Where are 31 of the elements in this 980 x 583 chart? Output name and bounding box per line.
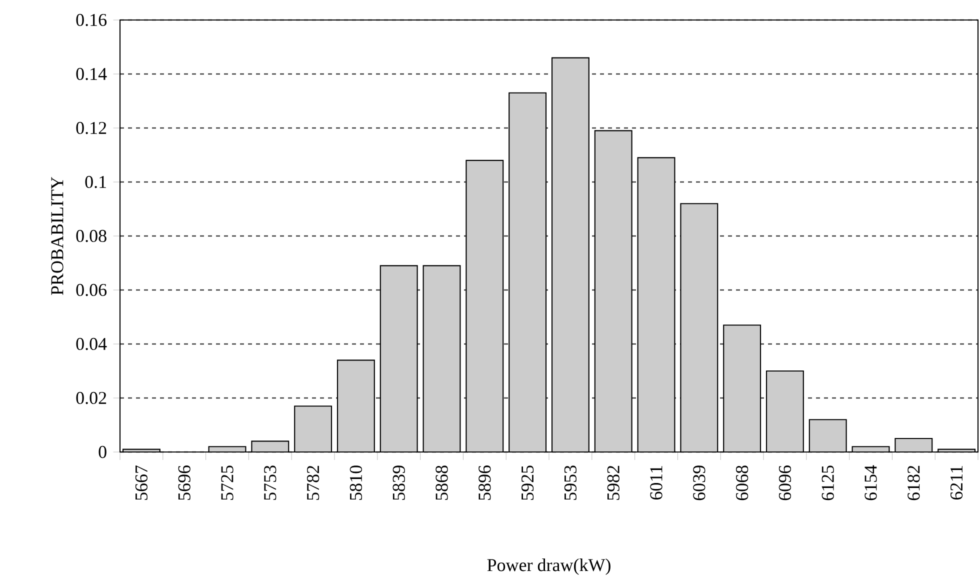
y-tick-label: 0.02 <box>76 392 106 404</box>
x-tick-label: 6154 <box>864 465 877 500</box>
x-tick-label: 5839 <box>392 466 405 500</box>
y-axis-title: PROBABILITY <box>51 176 64 295</box>
y-tick-label: 0.1 <box>85 176 106 188</box>
x-tick-label: 5953 <box>564 466 576 500</box>
x-tick-label: 5696 <box>178 465 190 500</box>
y-tick-label: 0.12 <box>76 122 106 134</box>
x-tick-label: 5753 <box>264 466 276 500</box>
x-tick-label: 6125 <box>822 466 834 500</box>
y-tick-label: 0.08 <box>76 230 106 242</box>
x-tick-label: 6096 <box>778 465 792 500</box>
x-axis-title: Power draw(kW) <box>487 558 610 575</box>
y-tick-label: 0.06 <box>76 284 107 296</box>
y-tick-label: 0 <box>98 446 106 458</box>
x-tick-label: 5896 <box>478 465 491 500</box>
x-tick-label: 6039 <box>693 466 706 500</box>
x-tick-label: 6068 <box>736 466 748 500</box>
x-tick-label: 5782 <box>306 466 320 500</box>
x-tick-label: 5725 <box>221 466 234 500</box>
x-tick-label: 5925 <box>522 466 534 500</box>
x-tick-label: 6211 <box>950 466 963 500</box>
y-tick-label: 0.14 <box>76 68 107 80</box>
x-tick-label: 5982 <box>607 466 620 500</box>
x-tick-label: 5810 <box>350 466 362 500</box>
y-tick-label: 0.16 <box>76 14 107 26</box>
x-tick-label: 5667 <box>135 465 148 500</box>
x-tick-label: 6011 <box>650 466 662 500</box>
y-tick-label: 0.04 <box>76 338 107 350</box>
x-tick-label: 6182 <box>908 466 920 500</box>
x-tick-label: 5868 <box>436 466 448 500</box>
